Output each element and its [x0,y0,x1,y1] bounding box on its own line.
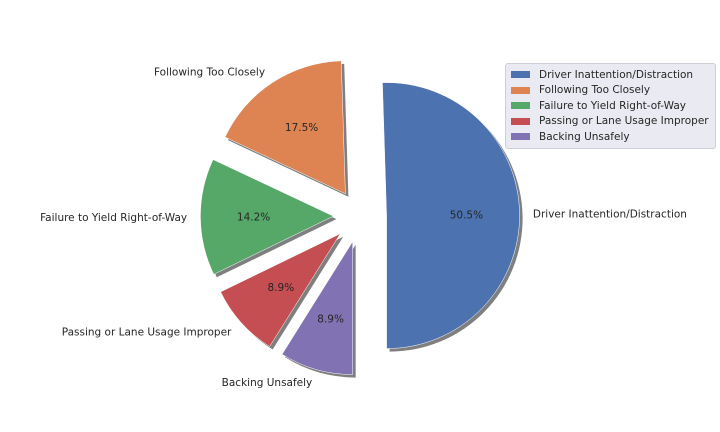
legend: Driver Inattention/Distraction Following… [505,63,716,149]
pct-label: 17.5% [285,122,318,134]
slice-layer [200,60,520,375]
legend-label: Backing Unsafely [539,130,630,143]
pie-slice [224,60,346,195]
pct-label: 8.9% [317,313,344,325]
slice-label: Backing Unsafely [222,377,313,389]
legend-swatch [511,86,530,94]
label-layer: 50.5% Driver Inattention/Distraction 17.5%… [40,66,687,389]
legend-swatch [511,133,530,141]
legend-swatch [511,71,530,79]
slice-label: Passing or Lane Usage Improper [62,327,232,339]
pct-label: 50.5% [450,209,483,221]
legend-label: Failure to Yield Right-of-Way [539,99,686,112]
legend-label: Driver Inattention/Distraction [539,68,694,81]
slice-label: Following Too Closely [154,66,265,78]
legend-item: Driver Inattention/Distraction [511,67,709,83]
slice-label: Driver Inattention/Distraction [533,208,687,220]
pct-label: 14.2% [237,212,270,224]
pct-label: 8.9% [268,282,295,294]
pie-slice [200,159,334,275]
legend-swatch [511,117,530,125]
legend-item: Following Too Closely [511,83,709,99]
legend-swatch [511,102,530,110]
slice-label: Failure to Yield Right-of-Way [40,212,187,224]
legend-item: Backing Unsafely [511,129,709,145]
pie-slice [382,82,520,349]
legend-item: Failure to Yield Right-of-Way [511,98,709,114]
pie-slice [281,240,353,375]
pie-slice [220,233,341,347]
legend-label: Following Too Closely [539,84,651,97]
legend-label: Passing or Lane Usage Improper [539,115,709,128]
legend-item: Passing or Lane Usage Improper [511,114,709,130]
